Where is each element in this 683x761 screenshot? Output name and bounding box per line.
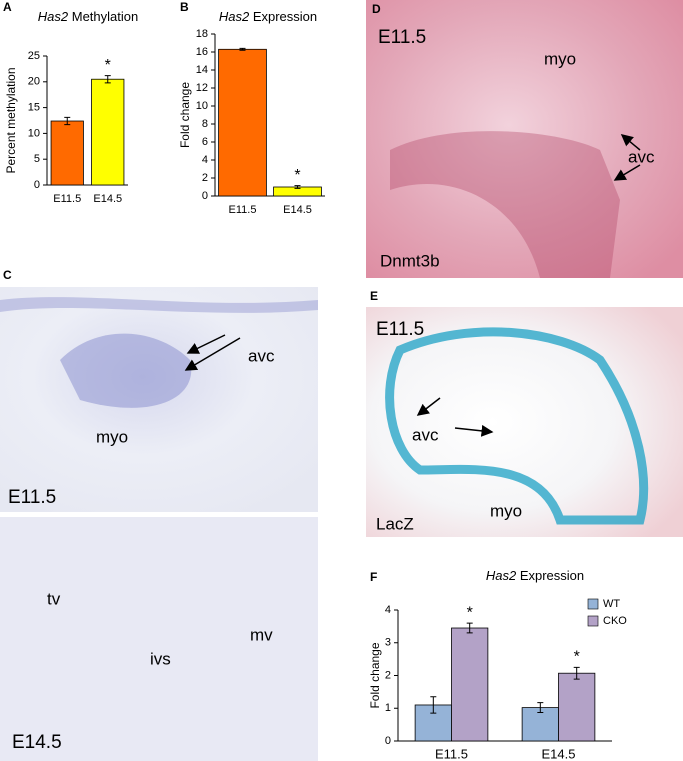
image-label: E11.5 — [376, 319, 424, 340]
image-label: myo — [490, 501, 522, 520]
x-tick-label: E14.5 — [542, 746, 576, 761]
significance: * — [467, 604, 473, 621]
arrow — [613, 164, 641, 181]
bar — [91, 78, 125, 186]
panel-letter: C — [3, 268, 12, 282]
image-c-bottom — [0, 517, 318, 761]
y-tick-label: 0 — [34, 179, 40, 191]
y-tick-label: 5 — [34, 153, 40, 165]
chart-title: Has2 Expression — [219, 9, 317, 24]
y-tick-label: 18 — [196, 28, 208, 40]
error-bar — [239, 47, 246, 51]
title-text: Expression — [253, 9, 317, 24]
title-gene: Has2 — [219, 9, 250, 24]
legend-swatch — [587, 615, 599, 627]
image-label: myo — [544, 49, 576, 68]
y-tick-label: 2 — [202, 172, 208, 184]
bar — [451, 627, 489, 742]
error-bar — [104, 75, 111, 84]
image-label: E14.5 — [12, 732, 62, 753]
x-tick-label: E11.5 — [435, 746, 468, 761]
y-tick-label: 12 — [196, 82, 208, 94]
y-tick-label: 10 — [196, 100, 208, 112]
panel-letter: F — [370, 570, 377, 584]
y-tick-label: 0 — [202, 190, 208, 202]
chart-title: Has2 Methylation — [38, 9, 138, 24]
image-label: E11.5 — [8, 487, 56, 508]
panel-letter: E — [370, 289, 378, 303]
x-tick-label: E11.5 — [229, 204, 257, 216]
image-label: mv — [250, 625, 273, 644]
arrow — [454, 424, 494, 437]
image-label: E11.5 — [378, 27, 426, 48]
significance: * — [294, 167, 300, 184]
y-axis-label: Fold change — [178, 82, 192, 148]
panel-letter: B — [180, 0, 189, 14]
arrow — [186, 334, 226, 354]
bar — [218, 48, 267, 197]
bar — [558, 672, 596, 742]
panel-letter: D — [372, 2, 381, 16]
image-label: ivs — [150, 649, 171, 668]
bar — [521, 707, 559, 742]
image-label: avc — [248, 346, 275, 365]
error-bar — [466, 622, 473, 634]
y-tick-label: 6 — [202, 136, 208, 148]
tissue — [60, 333, 192, 408]
y-tick-label: 3 — [385, 637, 391, 649]
title-gene: Has2 — [486, 568, 517, 583]
tissue — [0, 297, 318, 313]
y-tick-label: 15 — [28, 102, 40, 114]
y-tick-label: 0 — [385, 735, 391, 747]
x-tick-label: E11.5 — [53, 193, 81, 205]
arrow — [620, 134, 641, 151]
y-tick-label: 14 — [196, 64, 208, 76]
error-bar — [64, 116, 71, 126]
y-tick-label: 1 — [385, 702, 391, 714]
error-bar — [573, 666, 580, 680]
chart-title: Has2 Expression — [486, 568, 584, 583]
tissue — [390, 131, 620, 278]
y-tick-label: 4 — [385, 604, 391, 616]
title-text: Expression — [520, 568, 584, 583]
y-axis-label: Percent methylation — [4, 67, 18, 173]
y-tick-label: 16 — [196, 46, 208, 58]
panel-letter: A — [3, 0, 12, 14]
legend-label: WT — [603, 598, 620, 610]
legend-swatch — [587, 598, 599, 610]
image-label: LacZ — [376, 514, 414, 533]
image-label: Dnmt3b — [380, 251, 440, 270]
x-tick-label: E14.5 — [283, 204, 312, 216]
bar — [50, 120, 84, 186]
error-bar — [537, 702, 544, 714]
image-label: avc — [628, 147, 655, 166]
image-label: avc — [412, 425, 439, 444]
title-gene: Has2 — [38, 9, 69, 24]
y-tick-label: 25 — [28, 50, 40, 62]
error-bar — [294, 185, 301, 189]
legend-label: CKO — [603, 615, 627, 627]
significance: * — [574, 649, 580, 666]
y-axis-label: Fold change — [368, 642, 382, 708]
y-tick-label: 8 — [202, 118, 208, 130]
x-tick-label: E14.5 — [93, 193, 122, 205]
y-tick-label: 4 — [202, 154, 208, 166]
y-tick-label: 10 — [28, 127, 40, 139]
image-label: tv — [47, 589, 61, 608]
title-text: Methylation — [72, 9, 138, 24]
tissue — [385, 327, 649, 525]
arrow — [416, 397, 441, 416]
y-tick-label: 2 — [385, 669, 391, 681]
error-bar — [430, 696, 437, 714]
image-label: myo — [96, 427, 128, 446]
y-tick-label: 20 — [28, 76, 40, 88]
arrow — [184, 337, 241, 371]
significance: * — [105, 57, 111, 74]
